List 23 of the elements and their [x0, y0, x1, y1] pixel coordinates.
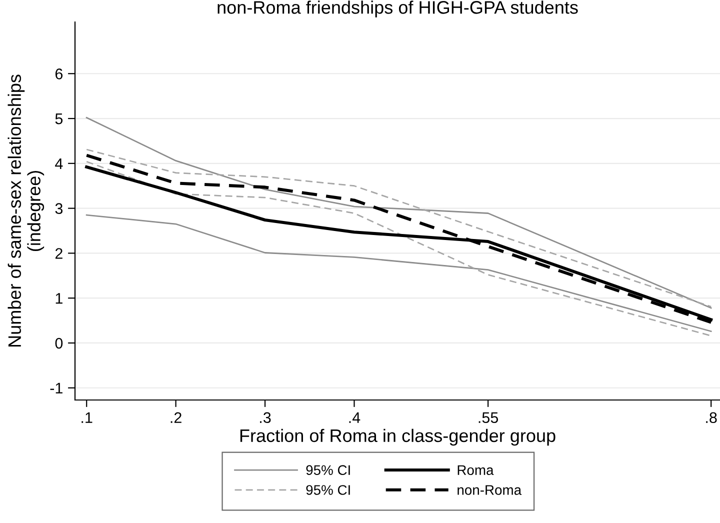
- y-tick-label: -1: [50, 382, 62, 394]
- line-series: [86, 214, 712, 332]
- legend-label: 95% CI: [306, 485, 350, 495]
- y-tick-label: 2: [55, 248, 62, 259]
- legend-label: non-Roma: [458, 485, 522, 495]
- x-tick-label: .3: [260, 412, 271, 424]
- x-tick-label: .8: [706, 412, 717, 424]
- y-tick-label: 5: [55, 114, 63, 124]
- y-tick-label: 4: [55, 158, 63, 169]
- y-tick-label: 3: [55, 203, 63, 214]
- x-tick-label: .55: [478, 412, 498, 424]
- legend-label: 95% CI: [306, 465, 350, 476]
- x-tick-label: .2: [170, 412, 182, 423]
- legend-label: Roma: [458, 465, 494, 476]
- y-axis-title: Number of same-sex relationships (indegree): [8, 74, 44, 346]
- y-tick-label: 6: [55, 68, 63, 80]
- x-tick-label: .4: [349, 412, 360, 423]
- chart-title: non-Roma friendships of HIGH-GPA students: [218, 0, 578, 18]
- x-tick-label: .1: [82, 412, 92, 423]
- y-tick-label: 0: [55, 338, 63, 349]
- y-tick-label: 1: [56, 293, 62, 304]
- x-axis-title: Fraction of Roma in class-gender group: [240, 428, 556, 446]
- line-series: [86, 116, 712, 309]
